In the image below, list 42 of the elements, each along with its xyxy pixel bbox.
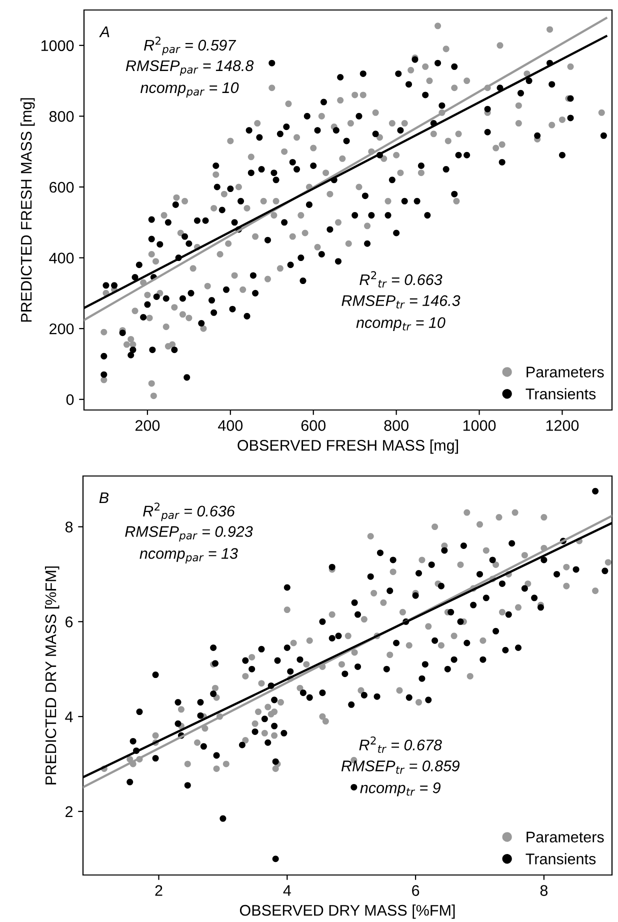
annotation: RMSEP$_{tr}$ = 146.3 [342,295,460,308]
y-tick-label: 600 [50,182,74,193]
legend-label: Parameters [526,366,604,378]
annotation: ncomp$_{par}$ = 10 [140,82,239,98]
annotation: ncomp$_{par}$ = 13 [140,548,238,564]
x-tick-label: 8 [540,885,548,896]
x-tick-label: 2 [155,885,162,896]
y-tick-label: 0 [66,394,74,406]
x-tick-label: 4 [283,885,291,896]
y-tick-label: 1000 [41,40,74,52]
annotation: ncomp$_{tr}$ = 10 [356,317,446,332]
legend-label: Parameters [526,832,604,842]
text: B [99,492,109,504]
x-tick-label: 400 [218,420,243,431]
x-tick-label: 1200 [546,420,579,431]
x-tick-label: 200 [135,420,160,431]
y-tick-label: 800 [49,111,74,122]
annotation: RMSEP$_{par}$ = 148.8 [126,60,254,76]
y-tick-label: 6 [66,616,73,628]
x-tick-label: 1000 [463,420,496,431]
text: A [99,26,110,38]
annotation: R$^{2}$$_{par}$ = 0.636 [143,502,235,522]
y-tick-label: 2 [66,806,73,817]
annotation: R$^{2}$$_{tr}$ = 0.678 [359,736,442,753]
x-tick-label: 6 [412,885,420,896]
annotation: RMSEP$_{tr}$ = 0.859 [341,760,460,774]
annotation: R$^{2}$$_{tr}$ = 0.663 [360,271,442,288]
y-tick-label: 8 [65,522,73,532]
annotation: ncomp$_{tr}$ = 9 [360,782,441,796]
x-tick-label: 800 [384,420,408,431]
y-axis-title: PREDICTED FRESH MASS [mg] [20,98,35,322]
y-axis-title: PREDICTED DRY MASS [%FM] [44,566,60,784]
y-tick-label: 4 [65,712,73,722]
x-axis-title: OBSERVED DRY MASS [%FM] [240,904,455,919]
annotation: R$^{2}$$_{par}$ = 0.597 [144,36,236,56]
legend-label: Transients [526,388,596,400]
x-axis-title: OBSERVED FRESH MASS [mg] [238,440,458,454]
annotation: RMSEP$_{par}$ = 0.923 [125,526,253,542]
x-tick-label: 600 [301,420,326,431]
legend-label: Transients [526,853,596,864]
y-tick-label: 400 [49,252,74,264]
y-tick-label: 200 [50,323,74,334]
